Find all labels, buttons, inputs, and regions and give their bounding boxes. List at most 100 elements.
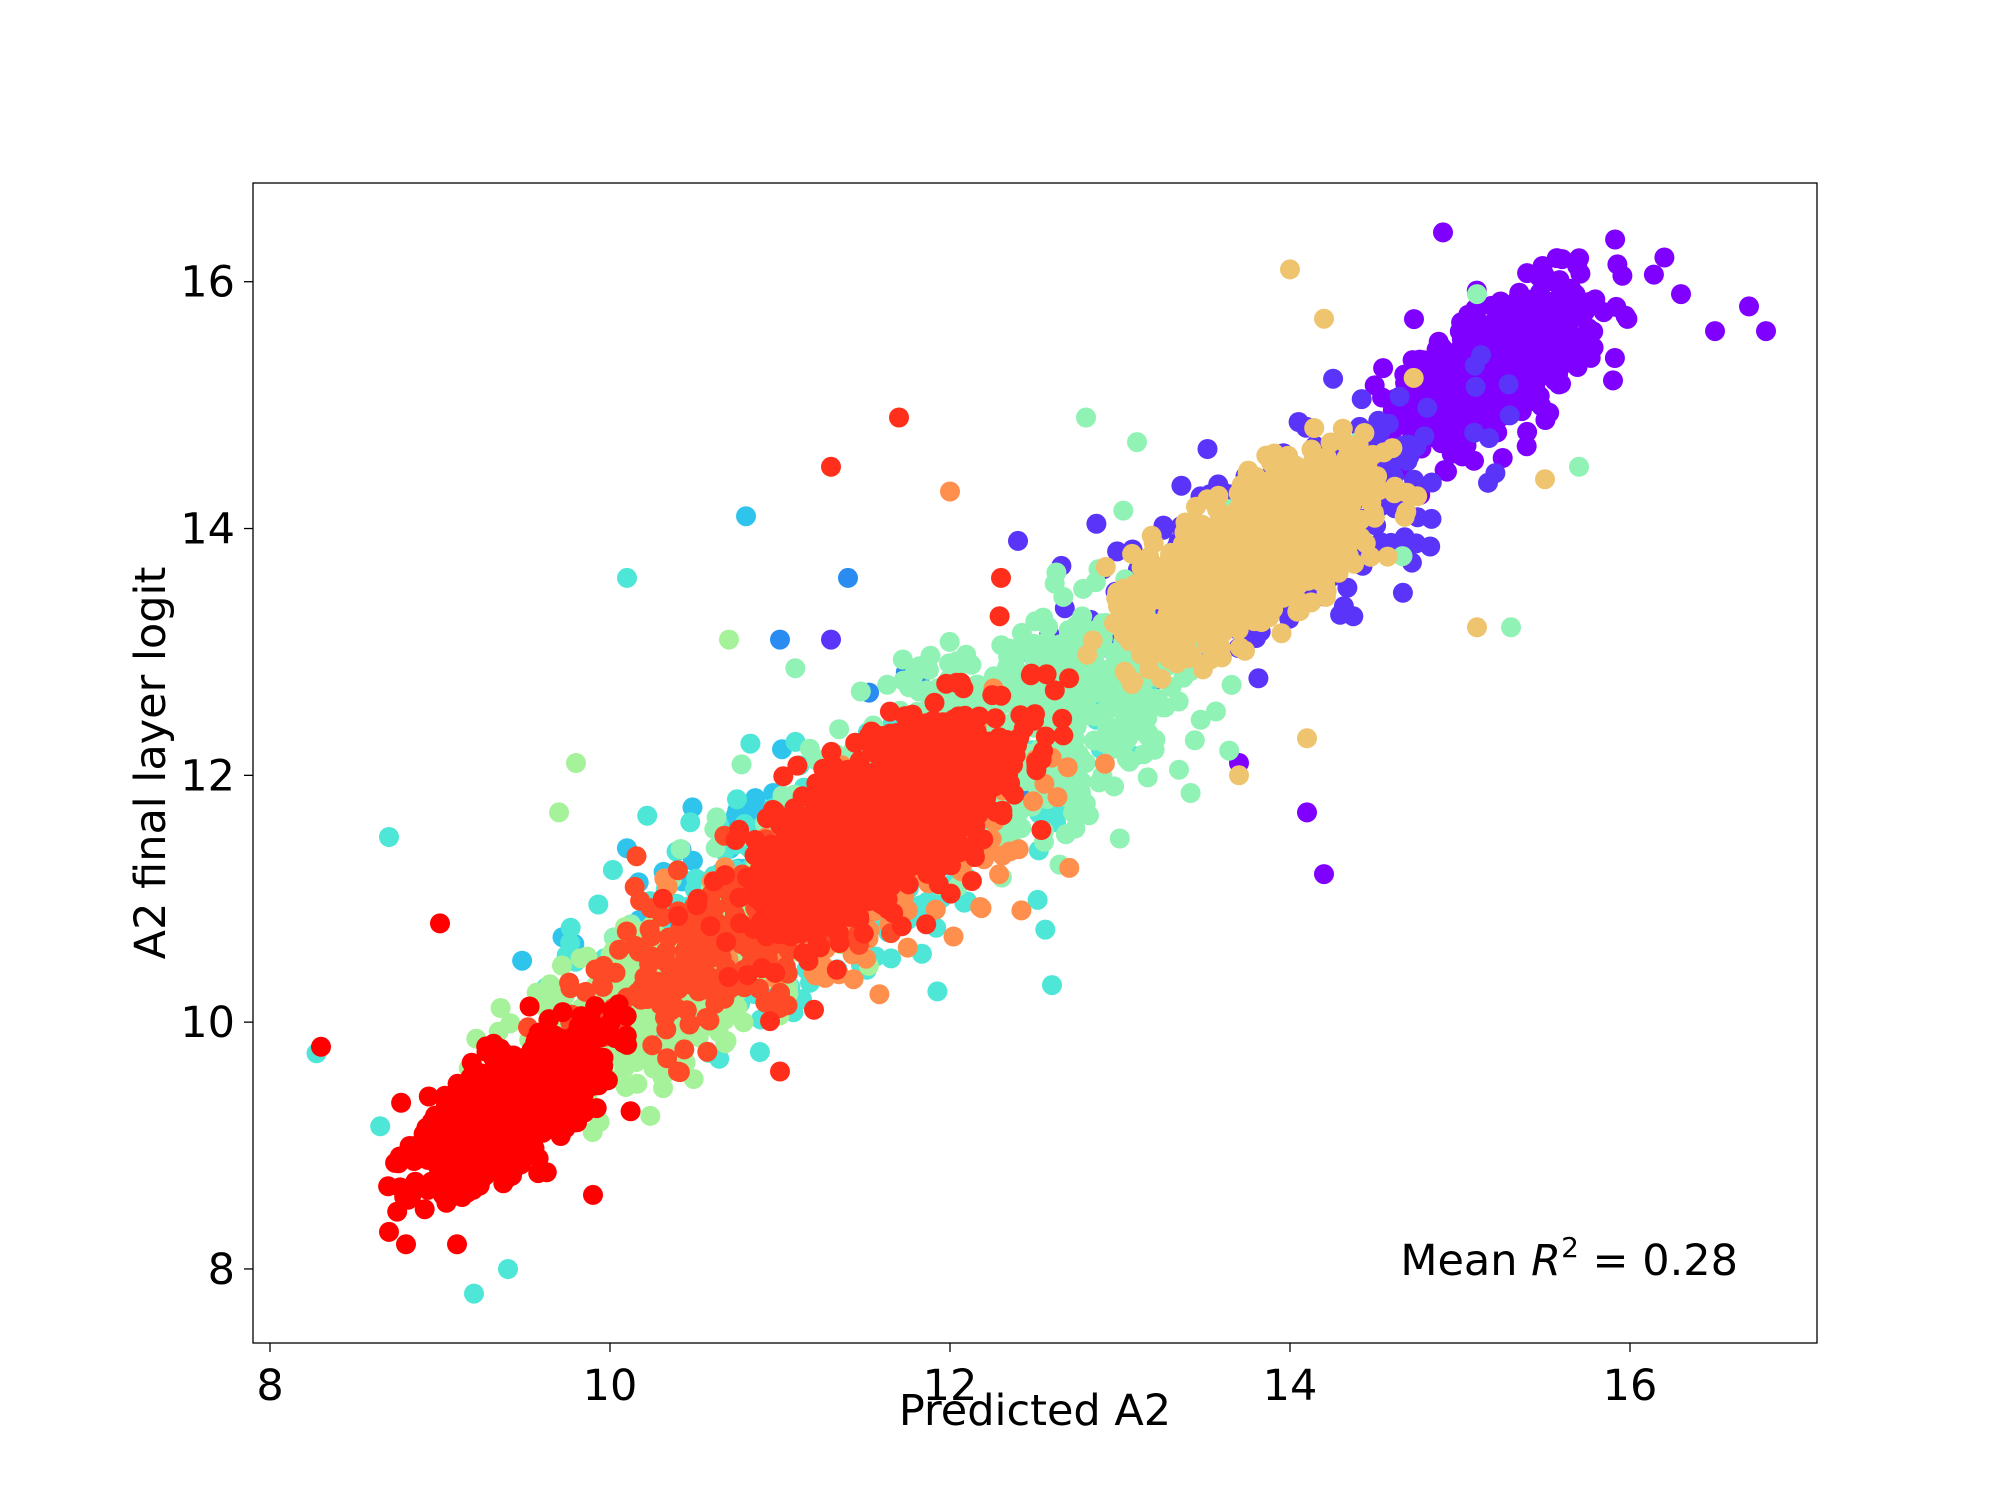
- data-point: [1085, 572, 1106, 593]
- data-point: [1320, 432, 1341, 453]
- data-point: [1377, 546, 1398, 567]
- data-point: [1500, 354, 1520, 375]
- data-point: [1216, 605, 1237, 626]
- data-point: [661, 1000, 682, 1021]
- data-point: [881, 948, 902, 969]
- data-point: [1109, 828, 1130, 849]
- data-point: [1076, 407, 1096, 428]
- data-point: [1095, 557, 1116, 577]
- data-point: [927, 981, 948, 1002]
- data-point: [1245, 513, 1266, 534]
- data-point: [1159, 648, 1180, 669]
- data-point: [1543, 317, 1564, 338]
- data-point: [700, 916, 721, 937]
- data-point: [593, 976, 613, 997]
- data-point: [1516, 436, 1537, 457]
- data-point: [686, 868, 707, 889]
- data-point: [1396, 501, 1417, 522]
- data-point: [1027, 889, 1048, 910]
- data-point: [1541, 295, 1562, 315]
- data-point: [1053, 725, 1074, 746]
- data-point: [1271, 623, 1292, 644]
- data-point: [626, 846, 647, 867]
- data-point: [897, 937, 918, 958]
- data-point: [1604, 348, 1625, 368]
- data-point: [570, 948, 591, 969]
- data-point: [1324, 550, 1345, 571]
- data-point: [1057, 757, 1078, 778]
- data-point: [1347, 472, 1368, 493]
- data-point: [1143, 533, 1164, 554]
- data-point: [686, 954, 707, 975]
- data-point: [1548, 363, 1569, 384]
- data-point: [1356, 453, 1376, 473]
- data-point: [1499, 405, 1520, 426]
- data-point: [1322, 496, 1343, 517]
- data-point: [1337, 577, 1358, 598]
- data-point: [630, 890, 651, 911]
- data-point: [838, 567, 858, 588]
- data-point: [498, 1259, 518, 1279]
- data-point: [1205, 701, 1226, 722]
- data-point: [1431, 380, 1451, 401]
- data-point: [1107, 541, 1128, 562]
- data-point: [1094, 701, 1115, 721]
- data-point: [1605, 229, 1626, 250]
- data-point: [670, 839, 691, 859]
- data-point: [1097, 720, 1118, 740]
- data-point: [652, 906, 673, 927]
- data-point: [680, 812, 701, 833]
- data-point: [1304, 418, 1325, 438]
- data-point: [1421, 508, 1442, 529]
- data-point: [1055, 824, 1076, 845]
- data-point: [1603, 370, 1623, 391]
- data-point: [1137, 767, 1158, 788]
- data-point: [1534, 265, 1555, 285]
- data-point: [1433, 222, 1453, 243]
- data-point: [1180, 530, 1201, 551]
- data-point: [1175, 512, 1196, 533]
- data-point: [1705, 321, 1725, 342]
- data-point: [1486, 388, 1507, 408]
- data-point: [1320, 459, 1341, 480]
- data-point: [1262, 454, 1283, 475]
- data-point: [560, 932, 581, 953]
- data-point: [1332, 418, 1353, 439]
- data-point: [1330, 604, 1351, 625]
- data-point: [552, 955, 572, 976]
- data-point: [1573, 339, 1594, 360]
- data-point: [1195, 610, 1216, 631]
- data-point: [1112, 608, 1133, 629]
- data-point: [682, 797, 703, 818]
- data-point: [1292, 552, 1313, 573]
- data-point: [770, 629, 790, 650]
- data-point: [924, 692, 945, 713]
- data-point: [1113, 500, 1134, 521]
- data-point: [1057, 635, 1078, 656]
- data-point: [1314, 864, 1334, 885]
- data-point: [696, 1008, 717, 1028]
- data-point: [1756, 321, 1776, 342]
- data-point: [1144, 739, 1165, 760]
- data-point: [1263, 599, 1284, 620]
- data-point: [1211, 647, 1232, 668]
- data-point: [749, 1042, 770, 1062]
- data-point: [1606, 296, 1627, 317]
- data-point: [940, 883, 961, 904]
- data-point: [1671, 284, 1691, 305]
- data-point: [1010, 690, 1031, 711]
- data-point: [667, 860, 688, 881]
- data-point: [490, 998, 511, 1018]
- data-point: [582, 1122, 603, 1142]
- data-point: [1122, 543, 1143, 564]
- data-point: [1242, 601, 1262, 622]
- data-point: [1479, 319, 1500, 340]
- data-point: [464, 1283, 484, 1304]
- data-point: [657, 1048, 678, 1069]
- data-point: [1498, 374, 1519, 395]
- data-point: [1180, 783, 1201, 803]
- data-point: [829, 719, 850, 740]
- data-point: [1354, 423, 1375, 443]
- data-point: [653, 1078, 674, 1099]
